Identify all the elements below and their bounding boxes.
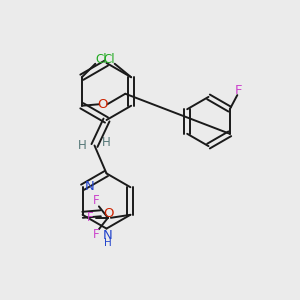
- Text: F: F: [93, 228, 99, 241]
- Text: Cl: Cl: [103, 53, 115, 66]
- Text: N: N: [103, 229, 113, 242]
- Text: Cl: Cl: [95, 53, 106, 66]
- Text: O: O: [104, 207, 114, 220]
- Text: H: H: [102, 136, 111, 149]
- Text: H: H: [78, 139, 87, 152]
- Text: H: H: [104, 238, 112, 248]
- Text: F: F: [87, 211, 93, 224]
- Text: F: F: [235, 84, 243, 97]
- Text: N: N: [84, 180, 94, 193]
- Text: O: O: [98, 98, 108, 111]
- Text: F: F: [93, 194, 99, 208]
